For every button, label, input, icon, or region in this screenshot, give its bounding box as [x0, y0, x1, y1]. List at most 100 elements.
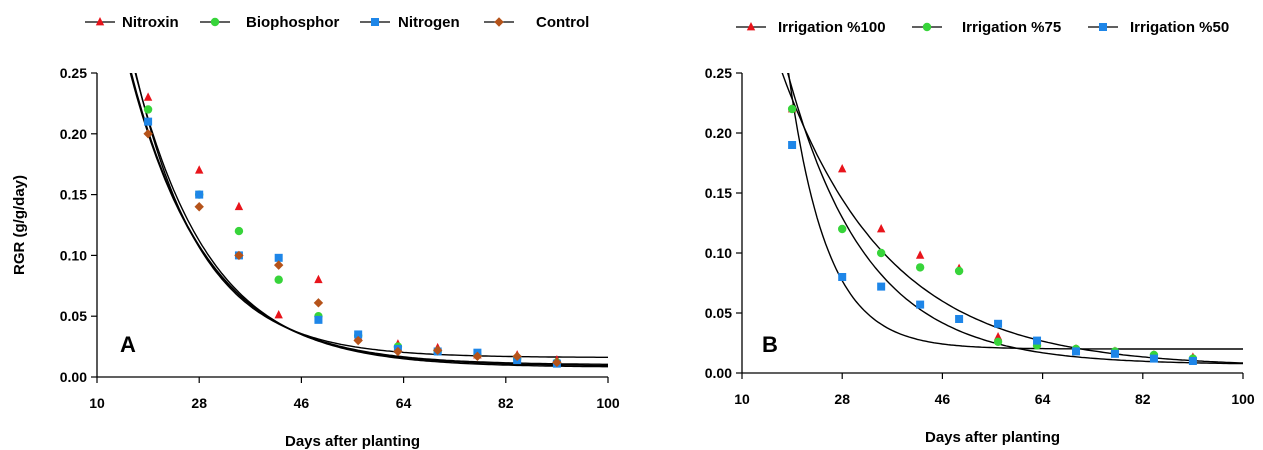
data-point: [787, 104, 797, 114]
x-tick-label: 82: [498, 395, 514, 411]
data-point: [1033, 336, 1042, 345]
panel-b: 0.00 0.05 0.10 0.15 0.20 0.25 10 28 46 64 82 100 Day…: [705, 19, 1255, 446]
legend: Irrigation %100 Irrigation %75 Irrigation …: [736, 19, 1229, 36]
data-point: [1188, 357, 1197, 365]
x-tick-label: 46: [935, 391, 951, 407]
legend-marker: [210, 17, 220, 27]
fit-curve-biophosphor: [135, 73, 608, 358]
data-point: [838, 224, 847, 234]
legend-label: Control: [536, 14, 589, 31]
legend-label: Irrigation %75: [962, 19, 1061, 36]
y-tick-label: 0.25: [705, 65, 732, 81]
data-point: [313, 298, 324, 308]
data-point: [916, 300, 925, 309]
x-tick-label: 28: [191, 395, 207, 411]
x-tick-label: 10: [89, 395, 105, 411]
data-point: [512, 351, 522, 362]
panel-label: A: [120, 332, 136, 357]
series-control: [143, 129, 562, 368]
legend-marker: [922, 22, 932, 32]
series-nitroxin: [143, 92, 562, 364]
data-point: [955, 315, 964, 323]
legend-marker: [494, 17, 504, 27]
data-point: [194, 202, 204, 212]
y-tick-label: 0.15: [705, 185, 732, 201]
data-point: [838, 164, 847, 173]
y-tick-label: 0.00: [705, 365, 732, 381]
series-biophosphor: [143, 105, 562, 367]
data-point: [354, 330, 363, 339]
fit-curve-irrigation-50: [787, 73, 1243, 350]
legend-label: Irrigation %100: [778, 19, 886, 36]
series-irrigation-100: [787, 104, 1198, 361]
data-point: [876, 248, 886, 258]
data-point: [143, 92, 153, 101]
y-axis-label: RGR (g/g/day): [11, 175, 28, 275]
data-point: [954, 266, 964, 276]
y-tick-label: 0.05: [705, 305, 732, 321]
data-point: [915, 250, 925, 259]
data-point: [143, 129, 153, 139]
data-point: [393, 346, 403, 357]
data-point: [314, 315, 323, 324]
fit-curves: [781, 73, 1243, 365]
data-point: [274, 253, 283, 262]
fit-curve-control: [129, 73, 608, 367]
data-point: [1149, 354, 1158, 363]
panel-label: B: [762, 332, 778, 357]
fit-curves: [129, 73, 608, 368]
data-point: [195, 165, 204, 174]
data-point: [915, 263, 925, 272]
data-point: [876, 224, 886, 233]
y-tick-label: 0.25: [60, 65, 87, 81]
x-axis-label: Days after planting: [925, 429, 1060, 446]
x-tick-label: 100: [1231, 391, 1255, 407]
legend-marker: [371, 18, 379, 26]
data-point: [993, 337, 1003, 346]
legend-marker: [746, 22, 756, 31]
data-point: [234, 226, 244, 236]
y-tick-label: 0.20: [60, 126, 87, 142]
y-tick-label: 0.10: [60, 247, 87, 263]
data-point: [788, 141, 797, 149]
data-point: [1110, 349, 1119, 358]
legend-marker: [1099, 23, 1107, 31]
legend-label: Nitroxin: [122, 14, 179, 31]
series-irrigation-50: [788, 141, 1197, 365]
data-point: [274, 309, 283, 319]
data-point: [234, 201, 244, 211]
y-tick-label: 0.00: [60, 369, 87, 385]
legend-label: Nitrogen: [398, 14, 460, 31]
data-point: [432, 345, 443, 355]
data-point: [1072, 347, 1080, 356]
legend-label: Irrigation %50: [1130, 19, 1229, 36]
data-point: [877, 282, 886, 291]
x-tick-label: 64: [396, 395, 412, 411]
x-axis-label: Days after planting: [285, 433, 420, 450]
y-tick-label: 0.05: [60, 308, 87, 324]
data-point: [273, 260, 284, 270]
series-irrigation-75: [787, 104, 1198, 363]
fit-curve-nitroxin: [134, 73, 608, 368]
x-tick-label: 10: [734, 391, 750, 407]
data-point: [143, 105, 153, 114]
data-point: [552, 357, 562, 368]
x-tick-label: 46: [294, 395, 310, 411]
data-point: [195, 190, 204, 199]
x-tick-label: 82: [1135, 391, 1151, 407]
fit-curve-irrigation-75: [787, 73, 1243, 365]
x-tick-label: 28: [834, 391, 850, 407]
legend-marker: [95, 17, 105, 26]
series-nitrogen: [144, 117, 561, 368]
data-point: [994, 319, 1003, 328]
y-tick-label: 0.20: [705, 125, 732, 141]
panel-a: 0.00 0.05 0.10 0.15 0.20 0.25 10 28 46 64 82 100 Day…: [11, 14, 620, 450]
fit-curve-irrigation-100: [781, 73, 1243, 364]
data-point: [314, 274, 323, 284]
legend-label: Biophosphor: [246, 14, 339, 31]
y-tick-label: 0.10: [705, 245, 732, 261]
data-point: [838, 273, 847, 281]
data-point: [234, 250, 244, 261]
fit-curve-nitrogen: [130, 73, 608, 365]
